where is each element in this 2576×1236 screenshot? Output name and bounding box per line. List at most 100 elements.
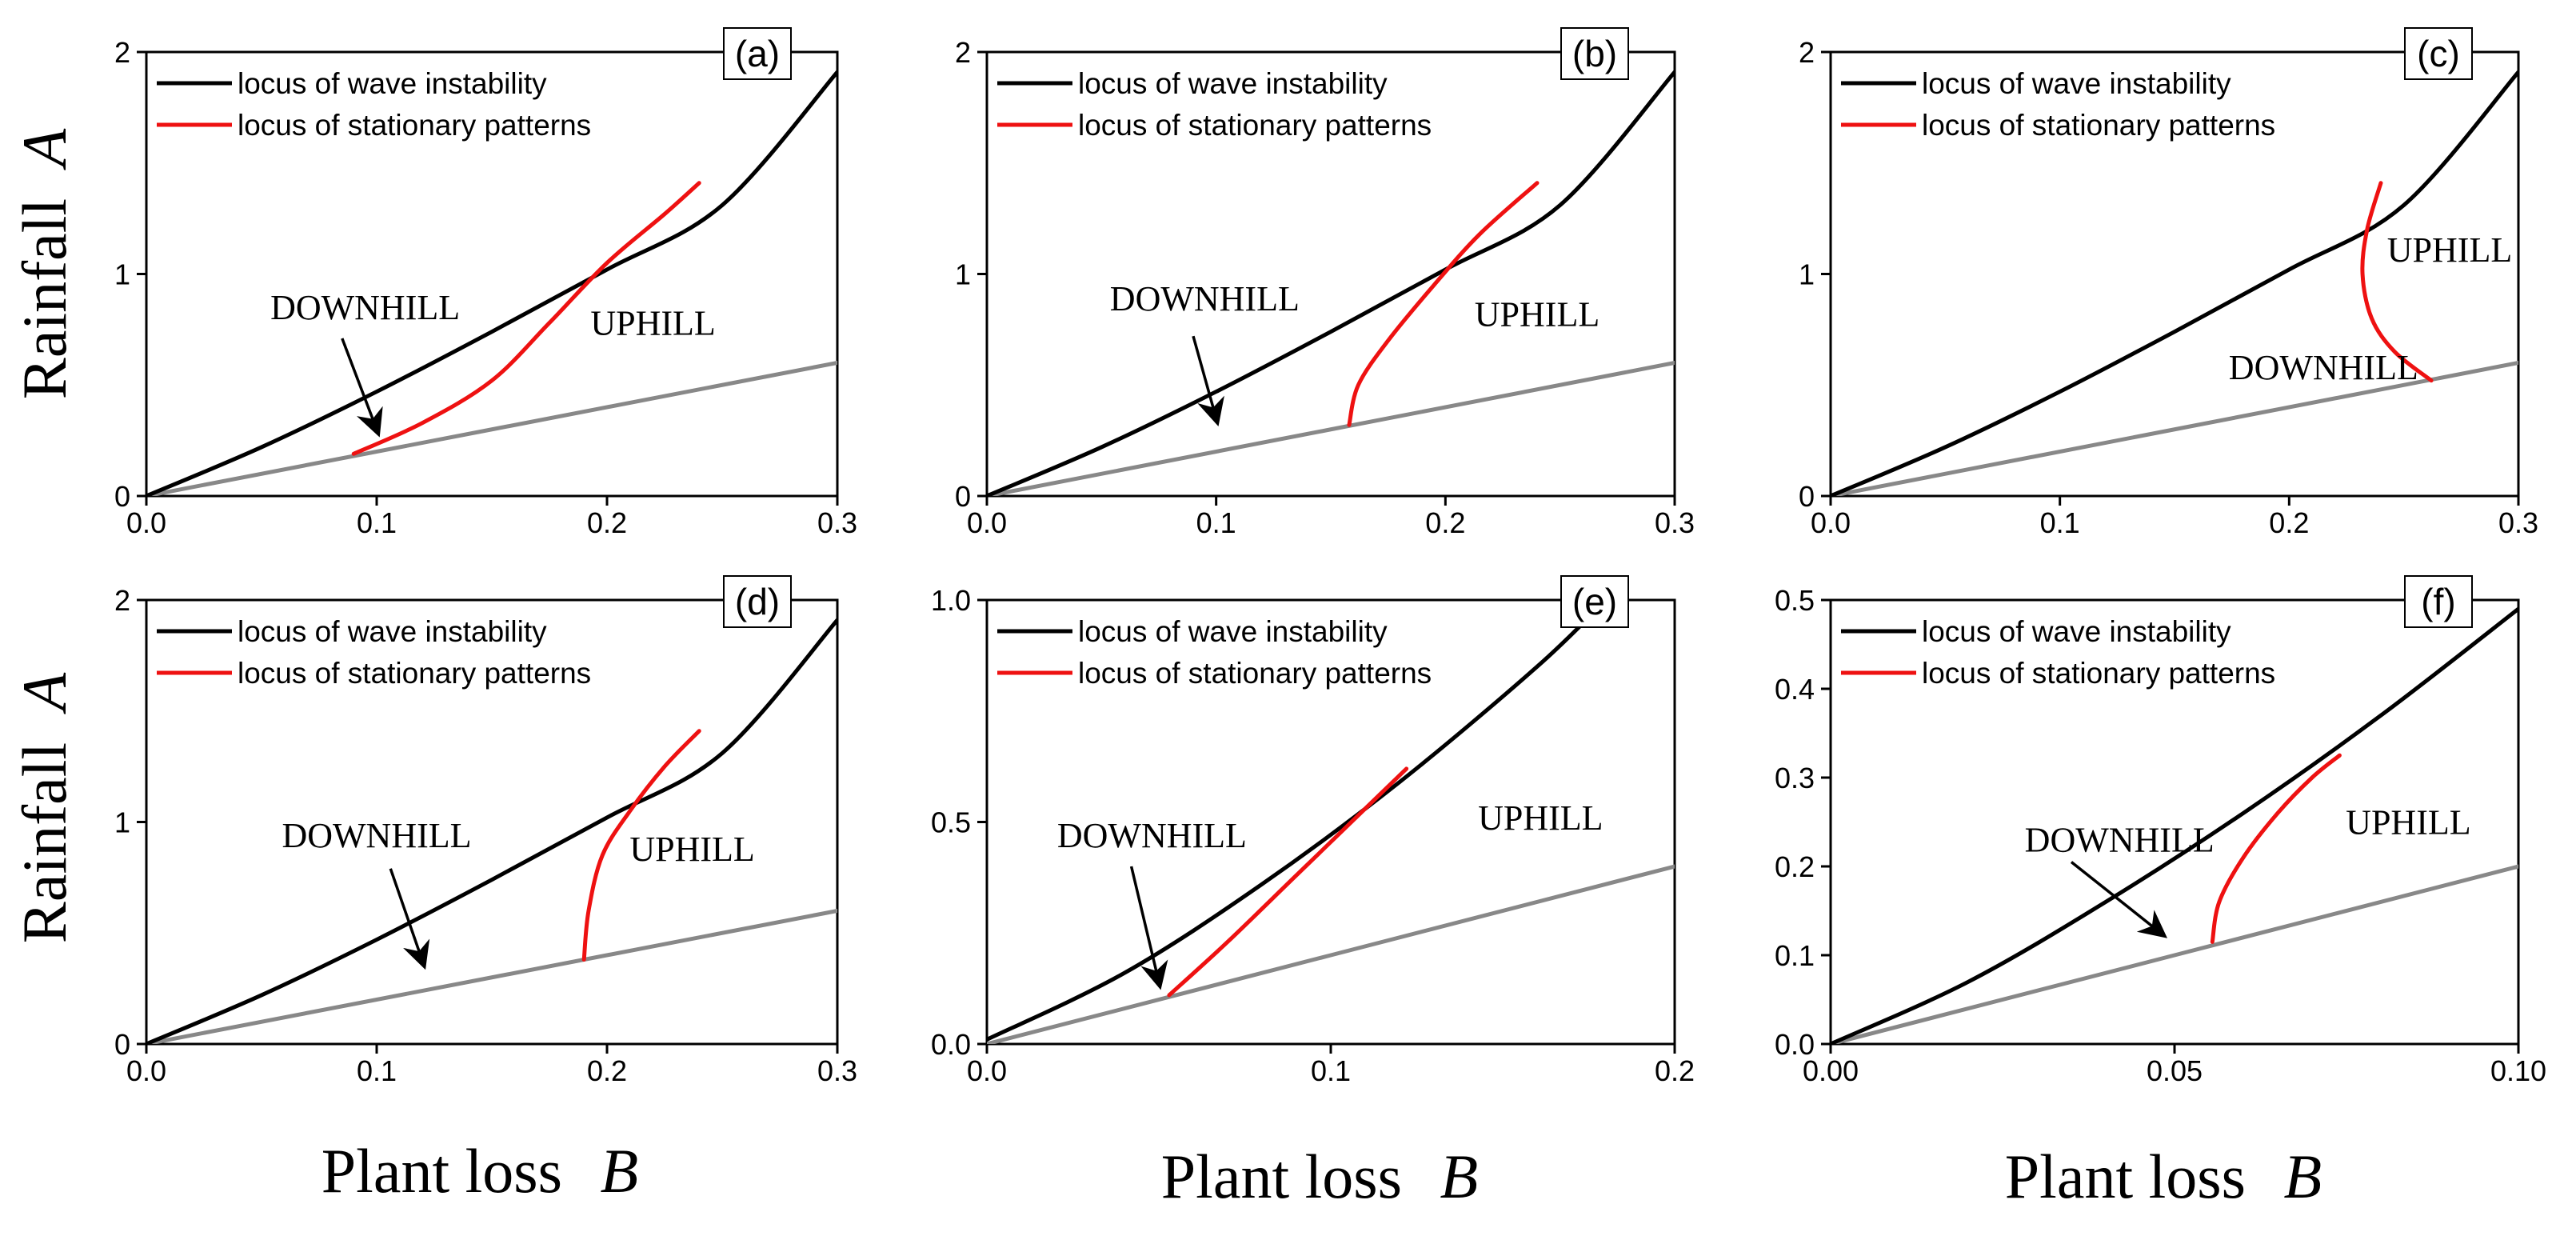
x-tick-label: 0.2 <box>2269 506 2309 539</box>
y-tick-label: 0.5 <box>1775 584 1815 617</box>
x-tick-label: 0.00 <box>1803 1054 1859 1087</box>
pointer-arrow <box>1192 335 1224 426</box>
chart-panel: 0.0 0.1 0.2 0.0 0.5 1.0 locus of wave instabil… <box>931 575 1695 1087</box>
panel-tag: (f) <box>2421 581 2455 622</box>
region-label: DOWNHILL <box>1057 816 1247 855</box>
wave-curve <box>987 600 1608 1042</box>
stationary-curve <box>2360 181 2434 383</box>
y-tick-label: 1 <box>114 258 130 291</box>
chart-panel: 0.0 0.1 0.2 0.3 0 1 2 locus of wave instability… <box>955 27 1695 539</box>
y-tick-label: 0 <box>114 1028 130 1061</box>
x-tick-label: 0.0 <box>126 506 166 539</box>
x-tick-label: 0.2 <box>1425 506 1465 539</box>
x-axis-title-left: Plant loss B <box>322 1136 638 1206</box>
legend: locus of wave instability locus of statio… <box>1841 615 2275 690</box>
legend-label: locus of wave instability <box>1922 615 2231 648</box>
region-label: DOWNHILL <box>270 288 460 327</box>
x-tick-label: 0.1 <box>357 1054 397 1087</box>
y-tick-label: 0.0 <box>931 1028 971 1061</box>
y-tick-label: 0 <box>1799 480 1815 513</box>
region-label: DOWNHILL <box>1110 279 1300 318</box>
legend-label: locus of stationary patterns <box>1922 657 2275 690</box>
x-tick-label: 0.1 <box>2040 506 2080 539</box>
x-axis-title-text: Plant loss <box>1161 1142 1402 1211</box>
x-axis-title-middle: Plant loss B <box>1161 1142 1478 1211</box>
y-tick-label: 1 <box>114 806 130 839</box>
boundary-curve <box>1831 361 2518 496</box>
pointer-arrow <box>389 868 430 970</box>
boundary-curve <box>146 361 837 496</box>
x-tick-label: 0.3 <box>2498 506 2538 539</box>
x-tick-label: 0.2 <box>1655 1054 1695 1087</box>
pointer-arrow <box>2070 861 2168 938</box>
region-label: UPHILL <box>2346 803 2470 842</box>
y-tick-label: 1 <box>955 258 971 291</box>
legend: locus of wave instability locus of statio… <box>1841 67 2275 142</box>
legend: locus of wave instability locus of statio… <box>157 67 591 142</box>
stationary-curve <box>2210 753 2342 944</box>
x-tick-label: 0.1 <box>357 506 397 539</box>
boundary-curve <box>987 361 1675 496</box>
region-label: DOWNHILL <box>282 816 471 855</box>
y-tick-label: 0.2 <box>1775 850 1815 883</box>
x-tick-label: 0.10 <box>2490 1054 2546 1087</box>
legend-label: locus of stationary patterns <box>1922 109 2275 142</box>
legend-label: locus of wave instability <box>1922 67 2231 100</box>
y-axis-title-text: Rainfall <box>10 198 79 399</box>
region-label: UPHILL <box>1478 798 1603 838</box>
y-axis-title-top: Rainfall A <box>10 128 79 399</box>
y-axis-title-var: A <box>10 672 79 714</box>
x-axis-title-var: B <box>1440 1142 1479 1211</box>
x-axis-title-right: Plant loss B <box>2005 1142 2322 1211</box>
region-label: UPHILL <box>590 304 715 343</box>
y-axis-title-var: A <box>10 128 79 170</box>
y-axis-title-bottom: Rainfall A <box>10 672 79 943</box>
legend-label: locus of wave instability <box>1078 615 1388 648</box>
x-tick-label: 0.2 <box>587 506 627 539</box>
region-label: UPHILL <box>2387 230 2512 270</box>
boundary-curve <box>1831 864 2518 1044</box>
panel-tag: (b) <box>1572 33 1617 74</box>
region-label: UPHILL <box>1475 294 1600 334</box>
legend-label: locus of stationary patterns <box>1078 109 1432 142</box>
panel-tag-box <box>1560 575 1629 628</box>
y-tick-label: 0.5 <box>931 806 971 839</box>
legend: locus of wave instability locus of statio… <box>157 615 591 690</box>
panel-tag-box <box>723 575 792 628</box>
panel-tag-box <box>723 27 792 80</box>
svg-text:Rainfall A: Rainfall A <box>10 672 79 943</box>
y-tick-label: 1 <box>1799 258 1815 291</box>
legend-label: locus of stationary patterns <box>1078 657 1432 690</box>
stationary-curve <box>351 181 701 456</box>
panel-tag-box <box>2404 27 2473 80</box>
y-tick-label: 1.0 <box>931 584 971 617</box>
y-tick-label: 0.3 <box>1775 762 1815 794</box>
x-tick-label: 0.0 <box>967 506 1007 539</box>
legend-label: locus of stationary patterns <box>238 657 591 690</box>
panel-tag: (c) <box>2417 33 2460 74</box>
legend-label: locus of wave instability <box>1078 67 1388 100</box>
wave-curve <box>1831 70 2518 496</box>
legend: locus of wave instability locus of statio… <box>997 615 1432 690</box>
chart-panel: 0.0 0.1 0.2 0.3 0 1 2 locus of wave instability… <box>1799 27 2538 539</box>
x-tick-label: 0.0 <box>1811 506 1851 539</box>
x-axis-title-text: Plant loss <box>322 1136 562 1206</box>
panel-tag-box <box>2404 575 2473 628</box>
region-label: DOWNHILL <box>2025 821 2215 860</box>
y-tick-label: 2 <box>114 36 130 69</box>
y-axis-title-text: Rainfall <box>10 742 79 943</box>
x-tick-label: 0.2 <box>587 1054 627 1087</box>
stationary-curve <box>1347 181 1540 427</box>
legend: locus of wave instability locus of statio… <box>997 67 1432 142</box>
y-tick-label: 0.1 <box>1775 939 1815 972</box>
panel-tag-box <box>1560 27 1629 80</box>
x-axis-title-var: B <box>601 1136 639 1206</box>
boundary-curve <box>987 864 1675 1044</box>
y-tick-label: 2 <box>955 36 971 69</box>
boundary-curve <box>146 909 837 1044</box>
stationary-curve <box>581 729 701 962</box>
x-axis-title-var: B <box>2284 1142 2322 1211</box>
panel-tag: (a) <box>735 33 780 74</box>
x-tick-label: 0.1 <box>1311 1054 1351 1087</box>
